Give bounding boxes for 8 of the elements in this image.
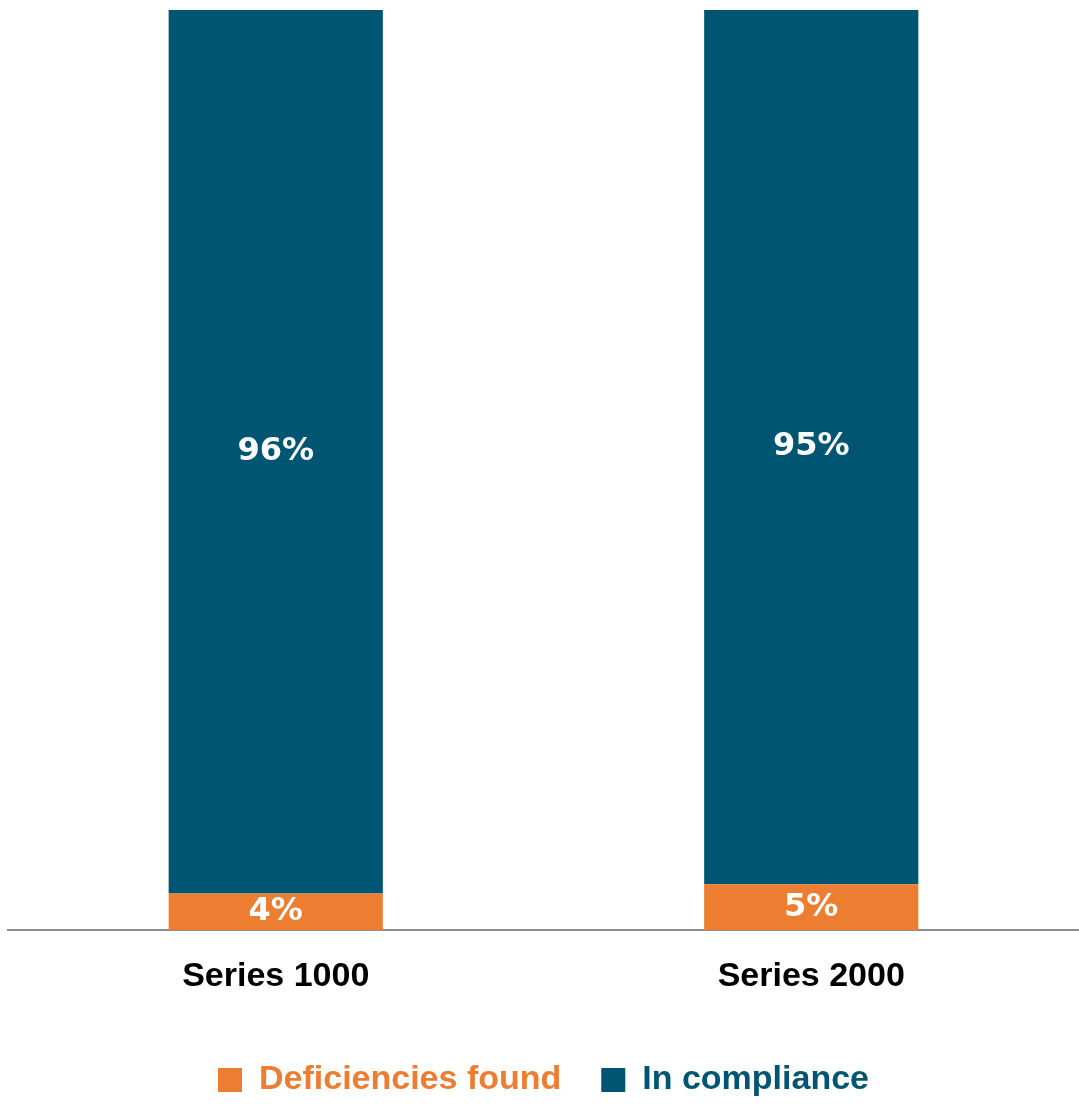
- x-tick-label: Series 1000: [182, 954, 370, 993]
- data-label: 96%: [237, 430, 315, 469]
- x-tick-label: Series 2000: [717, 954, 905, 993]
- legend-label: Deficiencies found: [259, 1058, 562, 1097]
- data-label: 4%: [248, 890, 303, 929]
- data-label: 5%: [784, 885, 839, 924]
- data-label: 95%: [772, 425, 850, 464]
- legend-label: In compliance: [642, 1058, 870, 1097]
